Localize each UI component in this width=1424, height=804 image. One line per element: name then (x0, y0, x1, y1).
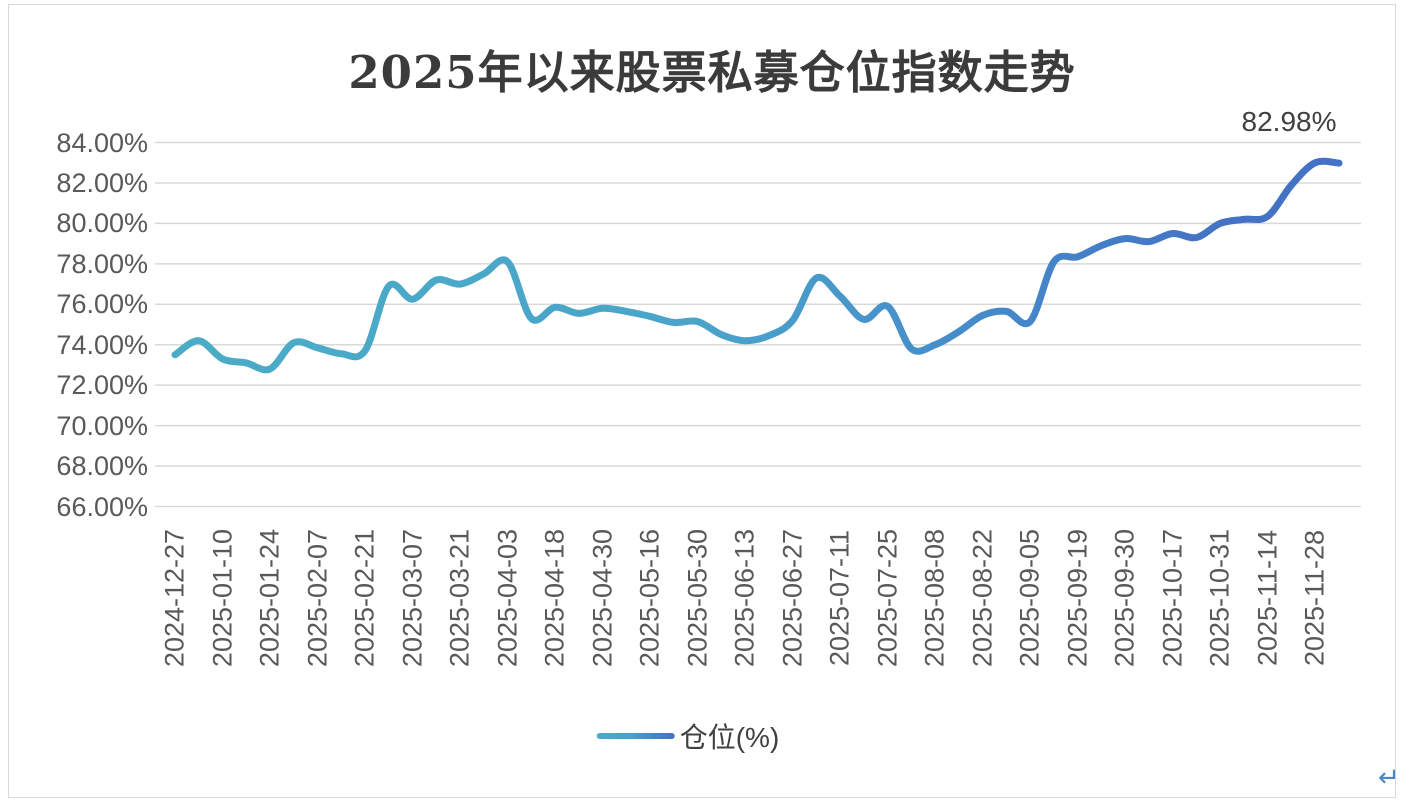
y-axis-tick-label: 72.00% (56, 370, 148, 401)
x-axis-tick-label-text: 2025-09-19 (1062, 528, 1093, 668)
x-axis-tick-label-text: 2025-02-21 (349, 528, 380, 668)
y-axis-tick-label: 76.00% (56, 289, 148, 320)
x-axis-tick-label-text: 2025-06-13 (729, 528, 760, 668)
x-axis-tick-label-text: 2025-05-16 (634, 528, 665, 668)
x-axis-tick-label-text: 2025-03-07 (397, 528, 428, 668)
chart-title: 2025年以来股票私募仓位指数走势 (348, 46, 1076, 99)
y-axis-tick-label: 84.00% (56, 127, 148, 158)
x-axis-tick-label-text: 2025-10-17 (1157, 528, 1188, 668)
x-axis-tick-label-text: 2025-09-30 (1109, 528, 1140, 668)
x-axis-tick-label-text: 2025-07-11 (824, 529, 855, 667)
x-axis-tick-label-text: 2025-10-31 (1204, 528, 1235, 668)
paragraph-return-icon: ↵ (1378, 762, 1400, 792)
legend-series-label: 仓位(%) (679, 722, 780, 753)
x-axis-tick-label-text: 2025-08-22 (967, 528, 998, 668)
x-axis-tick-label-text: 2025-07-25 (872, 528, 903, 668)
x-axis-tick-label-text: 2025-01-24 (254, 528, 285, 668)
x-axis-tick-label-text: 2025-03-21 (444, 528, 475, 668)
x-axis-tick-label-text: 2025-04-03 (492, 528, 523, 668)
legend-line-swatch (596, 733, 675, 739)
x-axis-tick-label-text: 2024-12-27 (159, 528, 190, 668)
x-axis-tick-label-text: 2025-02-07 (302, 528, 333, 668)
x-axis-tick-label-text: 2025-04-30 (587, 528, 618, 668)
y-axis-tick-label: 74.00% (56, 329, 148, 360)
x-axis-tick-label-text: 2025-11-14 (1252, 529, 1283, 667)
y-axis-tick-label: 80.00% (56, 208, 148, 239)
x-axis-tick-label-text: 2025-06-27 (777, 528, 808, 668)
y-axis-tick-label: 68.00% (56, 451, 148, 482)
chart-frame (8, 4, 1396, 798)
y-axis-tick-label: 78.00% (56, 248, 148, 279)
y-axis-tick-label: 82.00% (56, 167, 148, 198)
x-axis-tick-label-text: 2025-08-08 (919, 528, 950, 668)
x-axis-tick-label-text: 2025-05-30 (682, 528, 713, 668)
x-axis-tick-label-text: 2025-01-10 (207, 528, 237, 668)
y-axis-tick-label: 70.00% (56, 410, 148, 441)
x-axis-tick-label-text: 2025-04-18 (539, 528, 570, 668)
x-axis-tick-label-text: 2025-09-05 (1014, 528, 1045, 668)
last-point-data-label: 82.98% (1241, 106, 1337, 138)
legend: 仓位(%) (596, 716, 780, 756)
x-axis-tick-label-text: 2025-11-28 (1299, 529, 1330, 667)
y-axis-tick-label: 66.00% (56, 491, 148, 522)
